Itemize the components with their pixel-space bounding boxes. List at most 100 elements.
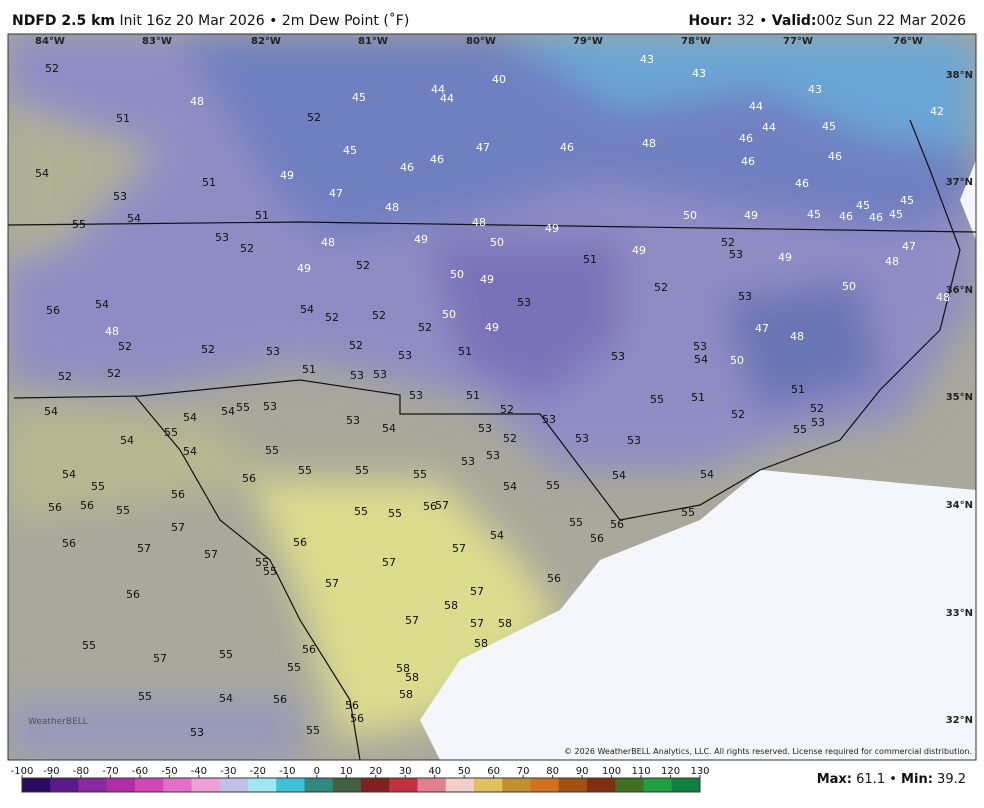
dewpoint-label: 46 xyxy=(560,141,574,154)
colorbar-swatch xyxy=(191,778,221,792)
dewpoint-label: 54 xyxy=(490,529,504,542)
dewpoint-label: 54 xyxy=(183,411,197,424)
dewpoint-label: 43 xyxy=(808,83,822,96)
dewpoint-label: 56 xyxy=(46,304,60,317)
dewpoint-label: 56 xyxy=(48,501,62,514)
dewpoint-label: 53 xyxy=(575,432,589,445)
dewpoint-label: 53 xyxy=(113,190,127,203)
dewpoint-label: 53 xyxy=(738,290,752,303)
colorbar-swatch xyxy=(530,778,560,792)
hour-label: Hour: xyxy=(688,13,733,29)
dewpoint-label: 52 xyxy=(107,367,121,380)
dewpoint-label: 45 xyxy=(807,208,821,221)
longitude-label: 82°W xyxy=(251,36,281,47)
latitude-label: 37°N xyxy=(946,177,973,188)
colorbar-swatch xyxy=(22,778,51,792)
dewpoint-label: 48 xyxy=(642,137,656,150)
dewpoint-label: 53 xyxy=(263,400,277,413)
dewpoint-label: 54 xyxy=(95,298,109,311)
colorbar-tick-label: -40 xyxy=(191,766,207,777)
min: 39.2 xyxy=(937,772,966,787)
dewpoint-label: 50 xyxy=(490,236,504,249)
colorbar-swatch xyxy=(50,778,79,792)
dewpoint-label: 55 xyxy=(388,507,402,520)
dewpoint-label: 57 xyxy=(171,521,185,534)
colorbar-swatch xyxy=(135,778,164,792)
dewpoint-label: 51 xyxy=(116,112,130,125)
latitude-label: 34°N xyxy=(946,500,973,511)
dewpoint-label: 55 xyxy=(306,724,320,737)
dewpoint-label: 55 xyxy=(287,661,301,674)
dewpoint-label: 53 xyxy=(409,389,423,402)
dewpoint-label: 44 xyxy=(431,83,445,96)
dewpoint-label: 52 xyxy=(45,62,59,75)
colorbar-tick-label: -70 xyxy=(102,766,118,777)
dewpoint-label: 46 xyxy=(400,161,414,174)
colorbar-swatch xyxy=(502,778,531,792)
valid: 00z Sun 22 Mar 2026 xyxy=(816,13,966,29)
dewpoint-label: 55 xyxy=(138,690,152,703)
dewpoint-label: 45 xyxy=(822,120,836,133)
valid-label: Valid: xyxy=(771,13,817,29)
colorbar-swatch xyxy=(361,778,390,792)
longitude-label: 79°W xyxy=(573,36,603,47)
colorbar-tick-label: -100 xyxy=(11,766,34,777)
colorbar-swatch xyxy=(78,778,108,792)
dewpoint-label: 45 xyxy=(343,144,357,157)
longitude-label: 84°W xyxy=(35,36,65,47)
dewpoint-label: 55 xyxy=(219,648,233,661)
dewpoint-label: 40 xyxy=(492,73,506,86)
dewpoint-label: 52 xyxy=(418,321,432,334)
colorbar-swatch xyxy=(558,778,588,792)
dewpoint-label: 56 xyxy=(590,532,604,545)
dewpoint-label: 56 xyxy=(293,536,307,549)
map-field xyxy=(8,34,976,760)
dewpoint-label: 56 xyxy=(547,572,561,585)
dewpoint-label: 55 xyxy=(72,218,86,231)
longitude-label: 78°W xyxy=(681,36,711,47)
logo: WeatherBELL xyxy=(28,717,88,727)
colorbar-swatch xyxy=(389,778,418,792)
dewpoint-label: 54 xyxy=(62,468,76,481)
dewpoint-label: 49 xyxy=(778,251,792,264)
dewpoint-label: 57 xyxy=(382,556,396,569)
min-label: Min: xyxy=(901,772,933,787)
latitude-label: 36°N xyxy=(946,285,973,296)
dewpoint-label: 45 xyxy=(900,194,914,207)
dewpoint-label: 55 xyxy=(91,480,105,493)
colorbar-swatch xyxy=(643,778,673,792)
colorbar-tick-label: -90 xyxy=(43,766,59,777)
dewpoint-label: 48 xyxy=(190,95,204,108)
colorbar-tick-label: 20 xyxy=(369,766,382,777)
dewpoint-label: 57 xyxy=(325,577,339,590)
dewpoint-label: 56 xyxy=(423,500,437,513)
colorbar-swatch xyxy=(248,778,277,792)
dewpoint-label: 52 xyxy=(201,343,215,356)
dewpoint-label: 58 xyxy=(399,688,413,701)
dewpoint-label: 53 xyxy=(461,455,475,468)
dewpoint-label: 48 xyxy=(321,236,335,249)
colorbar-tick-label: 30 xyxy=(399,766,412,777)
dewpoint-label: 55 xyxy=(569,516,583,529)
dewpoint-label: 56 xyxy=(350,712,364,725)
latitude-label: 35°N xyxy=(946,392,973,403)
dewpoint-label: 52 xyxy=(325,311,339,324)
latitude-label: 38°N xyxy=(946,70,973,81)
dewpoint-label: 43 xyxy=(640,53,654,66)
colorbar-tick-label: -30 xyxy=(220,766,236,777)
dewpoint-label: 53 xyxy=(373,368,387,381)
dewpoint-label: 58 xyxy=(396,662,410,675)
colorbar-tick-label: -10 xyxy=(279,766,295,777)
dewpoint-label: 55 xyxy=(263,565,277,578)
dewpoint-label: 47 xyxy=(476,141,490,154)
colorbar-tick-label: 60 xyxy=(487,766,500,777)
dewpoint-label: 52 xyxy=(731,408,745,421)
dewpoint-label: 44 xyxy=(440,92,454,105)
colorbar-tick-label: 110 xyxy=(631,766,650,777)
colorbar-tick-label: -80 xyxy=(73,766,89,777)
dewpoint-label: 45 xyxy=(352,91,366,104)
dewpoint-label: 47 xyxy=(902,240,916,253)
dewpoint-label: 54 xyxy=(221,405,235,418)
dewpoint-label: 57 xyxy=(470,585,484,598)
